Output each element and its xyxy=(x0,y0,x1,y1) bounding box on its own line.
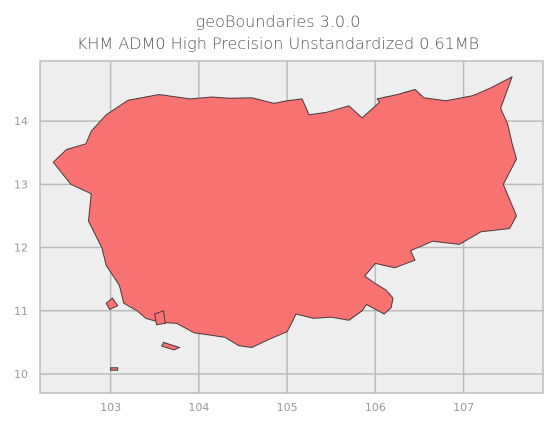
tick-labels: 103 104 105 106 107 10 11 12 13 14 xyxy=(14,115,474,414)
x-tick-label: 103 xyxy=(100,401,121,414)
x-tick-label: 107 xyxy=(453,401,474,414)
y-tick-label: 11 xyxy=(14,305,28,318)
y-tick-label: 12 xyxy=(14,242,28,255)
island-shape xyxy=(161,341,181,351)
country-outline xyxy=(52,76,517,348)
plot-border xyxy=(39,60,544,394)
x-tick-label: 104 xyxy=(188,401,209,414)
y-tick-label: 14 xyxy=(14,115,28,128)
island-shape xyxy=(154,310,166,326)
country-shape xyxy=(52,76,517,371)
island-shape xyxy=(110,367,119,371)
y-tick-label: 10 xyxy=(14,368,28,381)
x-tick-label: 106 xyxy=(365,401,386,414)
map-title-line-2: KHM ADM0 High Precision Unstandardized 0… xyxy=(76,34,480,53)
y-tick-label: 13 xyxy=(14,178,28,191)
island-shape xyxy=(105,297,119,311)
map-title-line-1: geoBoundaries 3.0.0 xyxy=(195,12,361,31)
x-tick-label: 105 xyxy=(277,401,298,414)
